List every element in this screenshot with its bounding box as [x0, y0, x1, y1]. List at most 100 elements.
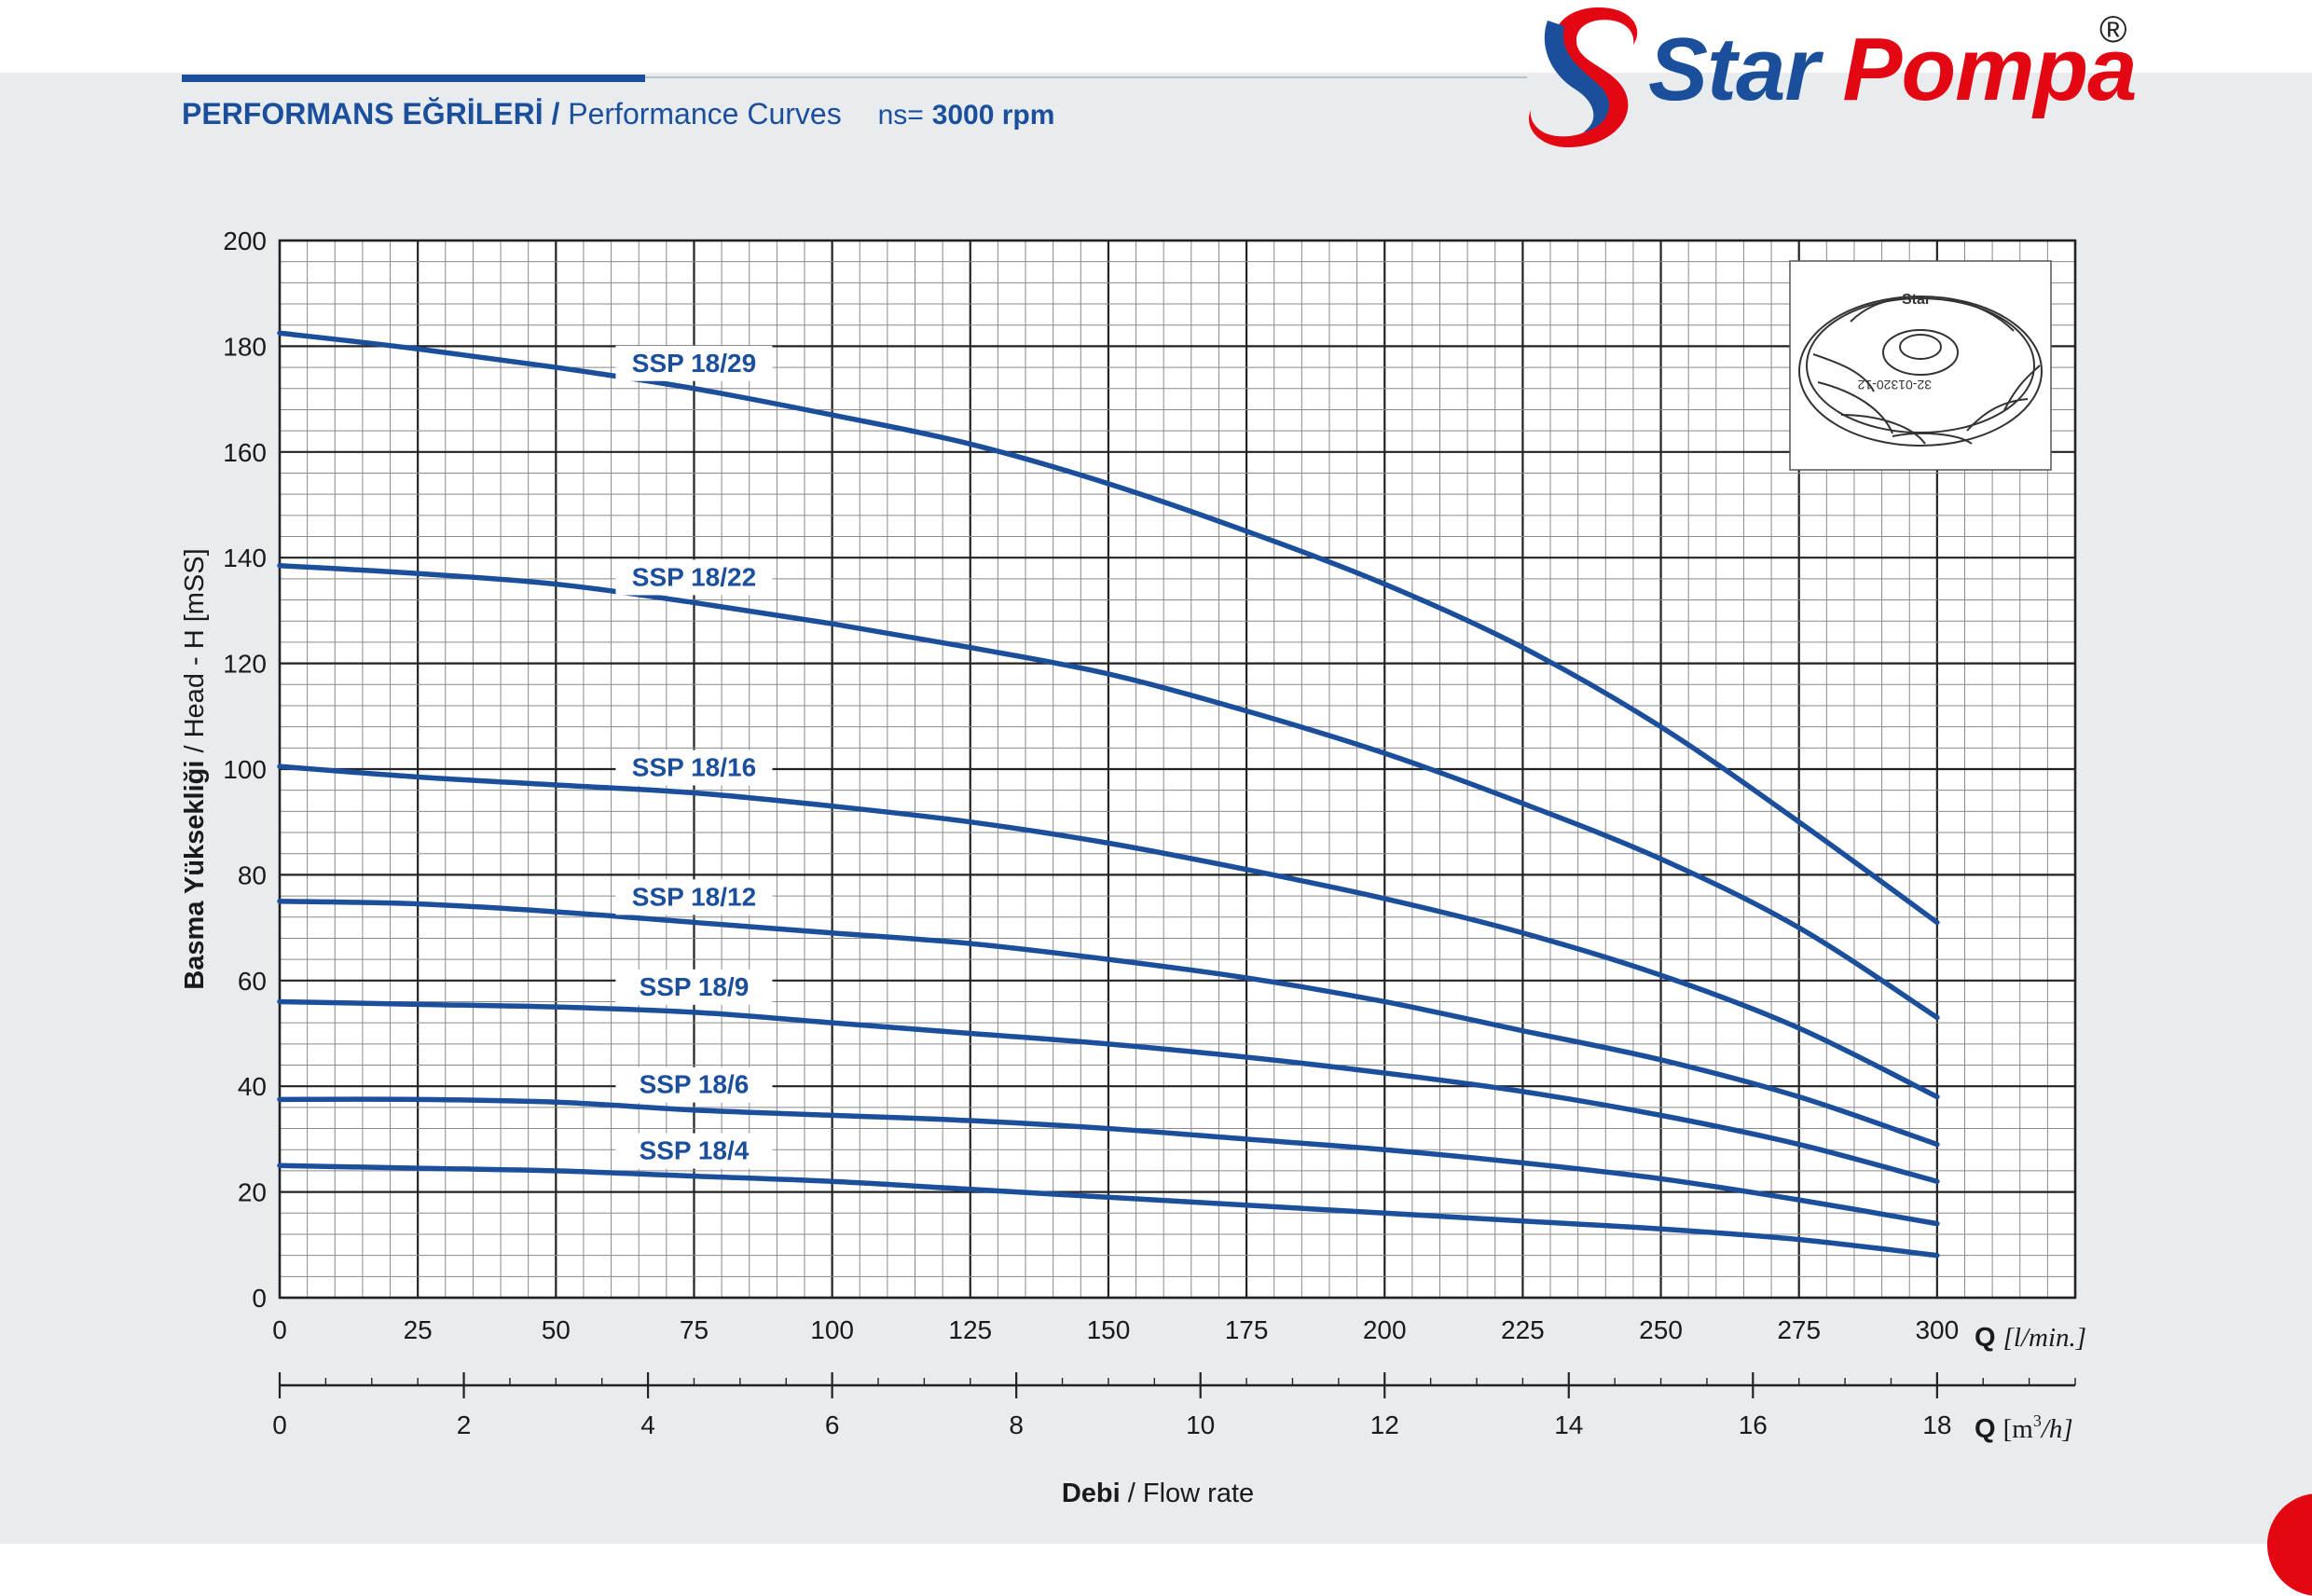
- bottom-axis-label: Debi / Flow rate: [1062, 1479, 1254, 1508]
- brand-name-pompa: Pompa: [1842, 20, 2137, 119]
- series-line: [277, 562, 1940, 1021]
- series-label-text: SSP 18/16: [632, 753, 756, 782]
- series-line: [277, 998, 1940, 1185]
- x-tick-label: 0: [272, 1315, 287, 1344]
- series-label: SSP 18/29: [615, 345, 773, 381]
- secondary-x-tick-label: 12: [1370, 1410, 1399, 1439]
- series-label-text: SSP 18/12: [632, 882, 756, 911]
- series-label: SSP 18/12: [615, 879, 773, 915]
- y-axis-title-bold: Basma Yüksekliği: [180, 761, 210, 990]
- secondary-x-tick-label: 4: [640, 1410, 655, 1439]
- y-tick-label: 20: [238, 1178, 267, 1207]
- series-label-text: SSP 18/29: [632, 349, 756, 378]
- y-tick-label: 180: [223, 332, 267, 361]
- secondary-x-tick-label: 16: [1739, 1410, 1768, 1439]
- x-tick-label: 100: [810, 1315, 854, 1344]
- series-label: SSP 18/22: [615, 559, 773, 596]
- series-label-text: SSP 18/6: [640, 1070, 750, 1099]
- header-accent-bar: [182, 75, 645, 82]
- series-label-bg: [615, 750, 773, 786]
- x-tick-label: 125: [948, 1315, 992, 1344]
- y-axis-title: Basma Yüksekliği / Head - H [mSS]: [180, 548, 210, 989]
- series-label: SSP 18/4: [615, 1133, 773, 1169]
- page-title: PERFORMANS EĞRİLERİ / Performance Curves…: [182, 97, 1054, 131]
- impeller-inset: Star 32-01320-12: [1789, 260, 2052, 471]
- secondary-x-tick-label: 18: [1922, 1410, 1951, 1439]
- x-tick-label: 25: [404, 1315, 433, 1344]
- bottom-label-normal: / Flow rate: [1128, 1479, 1254, 1508]
- series-label-bg: [615, 559, 773, 596]
- registered-mark: ®: [2099, 9, 2127, 50]
- series-label-bg: [615, 345, 773, 381]
- series-line: [277, 1163, 1940, 1259]
- title-english: Performance Curves: [568, 97, 842, 131]
- x-tick-label: 300: [1915, 1315, 1959, 1344]
- x-tick-label: 50: [542, 1315, 571, 1344]
- series-label-bg: [615, 879, 773, 915]
- secondary-x-tick-label: 14: [1554, 1410, 1583, 1439]
- brand-name-star: Star: [1648, 20, 1820, 119]
- series-label-bg: [615, 1133, 773, 1169]
- y-tick-label: 0: [252, 1284, 267, 1313]
- impeller-part-number: 32-01320-12: [1857, 378, 1932, 392]
- x-axis-secondary-q: Q: [1975, 1414, 1996, 1444]
- speed-prefix: ns=: [877, 100, 924, 131]
- bottom-label-bold: Debi: [1062, 1479, 1121, 1508]
- y-axis-title-normal: / Head - H [mSS]: [180, 548, 210, 752]
- y-tick-label: 160: [223, 438, 267, 467]
- series-label: SSP 18/16: [615, 750, 773, 786]
- series-label: SSP 18/6: [615, 1066, 773, 1103]
- series-label-text: SSP 18/22: [632, 562, 756, 591]
- x-tick-label: 225: [1501, 1315, 1545, 1344]
- x-axis-secondary-sup: 3: [2033, 1411, 2042, 1430]
- y-tick-label: 100: [223, 755, 267, 784]
- series-label-bg: [615, 1066, 773, 1103]
- grid: [278, 239, 2077, 1300]
- x-axis-secondary-close: /h]: [2040, 1414, 2073, 1444]
- brand-name: Star Pompa: [1648, 19, 2137, 121]
- series-labels: SSP 18/29 SSP 18/22 SSP 18/16 SSP 18/12 SSP …: [615, 345, 773, 1169]
- star-pompa-logo-icon: [1528, 7, 1638, 147]
- series-label-text: SSP 18/9: [640, 972, 750, 1001]
- y-tick-label: 60: [238, 967, 267, 996]
- x-axis-primary-title: Q [l/min.]: [1975, 1323, 2086, 1353]
- header-rule: [645, 76, 1527, 78]
- x-tick-label: 175: [1225, 1315, 1269, 1344]
- speed-value: 3000 rpm: [931, 100, 1055, 131]
- series-label-text: SSP 18/4: [640, 1136, 750, 1165]
- series-line: [277, 764, 1940, 1100]
- series-label-bg: [615, 969, 773, 1005]
- x-axis-secondary-open: [m: [2003, 1414, 2034, 1444]
- secondary-x-tick-label: 10: [1186, 1410, 1215, 1439]
- y-tick-label: 120: [223, 650, 267, 679]
- x-tick-label: 275: [1777, 1315, 1821, 1344]
- x-axis-primary-q: Q: [1975, 1323, 1996, 1353]
- title-turkish: PERFORMANS EĞRİLERİ: [182, 97, 544, 131]
- series-line: [277, 1096, 1940, 1227]
- y-tick-label: 140: [223, 543, 267, 572]
- series-line: [277, 330, 1940, 926]
- x-axis-secondary-title: Q [m3/h]: [1975, 1411, 2073, 1444]
- secondary-x-tick-label: 0: [272, 1410, 287, 1439]
- secondary-x-tick-label: 6: [825, 1410, 840, 1439]
- series-label: SSP 18/9: [615, 969, 773, 1005]
- impeller-brand-text: Star: [1902, 292, 1931, 308]
- x-tick-label: 200: [1363, 1315, 1407, 1344]
- impeller-icon: [1798, 296, 2043, 447]
- x-axis-primary-unit: [l/min.]: [2003, 1323, 2086, 1353]
- x-tick-label: 150: [1087, 1315, 1131, 1344]
- y-tick-label: 200: [223, 227, 267, 255]
- y-tick-label: 40: [238, 1072, 267, 1101]
- secondary-x-tick-label: 8: [1009, 1410, 1024, 1439]
- top-band: [0, 0, 2312, 73]
- plot-border: [278, 239, 2077, 1300]
- x-tick-label: 250: [1639, 1315, 1683, 1344]
- series-group: [277, 330, 1940, 1259]
- y-tick-label: 80: [238, 860, 267, 889]
- series-line: [277, 899, 1940, 1148]
- x-tick-label: 75: [680, 1315, 709, 1344]
- title-separator: /: [551, 97, 560, 131]
